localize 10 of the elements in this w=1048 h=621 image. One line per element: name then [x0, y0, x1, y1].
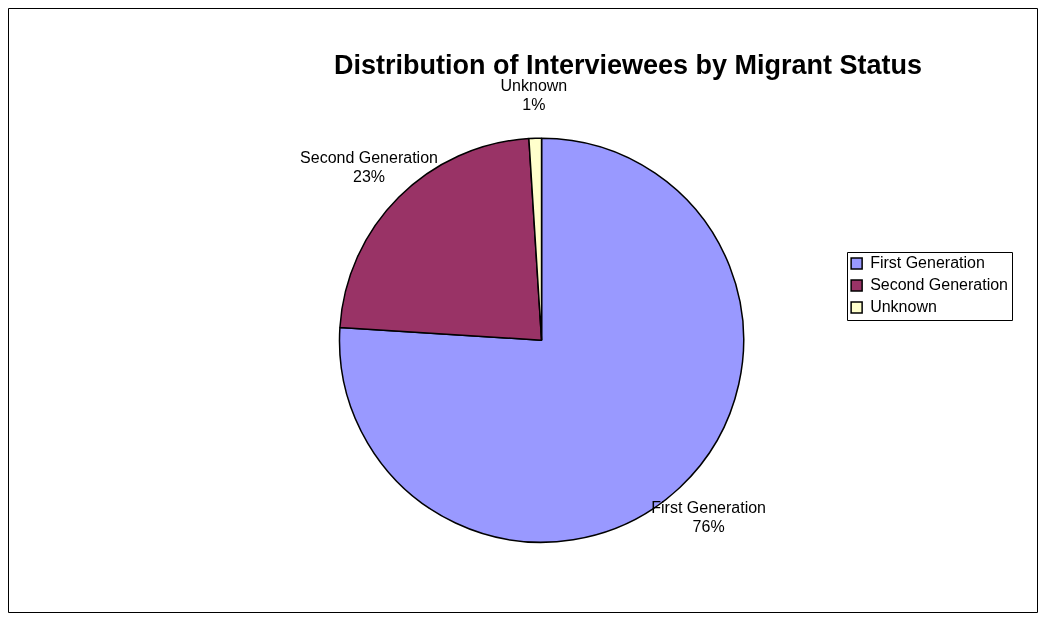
slice-label: Second Generation	[300, 148, 438, 166]
data-label: 1%	[522, 96, 546, 114]
data-label: 76%	[692, 518, 725, 536]
slice-label: First Generation	[651, 499, 766, 517]
legend-label: First Generation	[870, 253, 985, 271]
legend-label: Second Generation	[870, 275, 1008, 293]
slice-label: Unknown	[500, 77, 568, 95]
chart-title: Distribution of Interviewees by Migrant Status	[333, 49, 923, 80]
legend-label: Unknown	[870, 297, 937, 315]
data-label: 23%	[352, 167, 386, 185]
